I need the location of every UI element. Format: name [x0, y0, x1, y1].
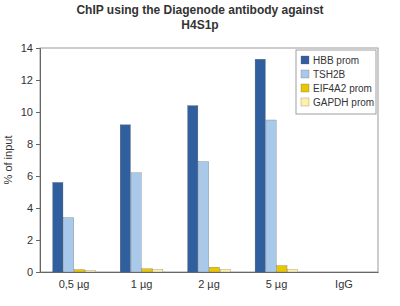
y-tick-mark: [36, 272, 40, 273]
x-tick-label: IgG: [335, 278, 353, 290]
y-tick-label: 10: [21, 106, 33, 118]
legend-item: EIF4A2 prom: [301, 83, 372, 94]
x-tick: 2 µg: [198, 272, 220, 290]
y-tick-label: 14: [21, 42, 33, 54]
legend-label: GAPDH prom: [313, 97, 374, 108]
y-tick-mark: [36, 240, 40, 241]
y-tick: 12: [21, 74, 40, 86]
x-axis-line: [41, 272, 379, 273]
bar: [85, 271, 95, 272]
bar: [64, 218, 74, 272]
y-tick: 14: [21, 42, 40, 54]
y-tick-mark: [36, 176, 40, 177]
bar: [355, 272, 365, 273]
bar: [53, 182, 63, 272]
bar: [323, 272, 333, 273]
x-tick-label: 1 µg: [131, 278, 153, 290]
y-tick: 8: [27, 138, 40, 150]
y-axis-title: % of input: [2, 136, 14, 185]
legend-swatch: [301, 84, 309, 92]
x-tick: IgG: [335, 272, 353, 290]
bar: [277, 266, 287, 272]
y-tick: 10: [21, 106, 40, 118]
bar: [209, 267, 219, 272]
bar: [333, 272, 343, 273]
x-tick: 0,5 µg: [59, 272, 90, 290]
bars: [53, 59, 298, 272]
y-tick-mark: [36, 80, 40, 81]
plot: 0 2 4 6 8 10 12 14 0,5 µg 1 µg 2 µg 5 µg IgG HBB prom…: [21, 42, 379, 290]
chart-title: ChIP using the Diagenode antibody agains…: [76, 3, 323, 17]
legend-box: [296, 50, 376, 114]
bar: [74, 270, 84, 272]
bar: [188, 106, 198, 272]
legend-swatch: [301, 98, 309, 106]
y-tick-mark: [36, 144, 40, 145]
bar: [220, 270, 230, 272]
x-tick-label: 5 µg: [266, 278, 288, 290]
y-tick-label: 0: [27, 266, 33, 278]
bar: [198, 162, 208, 272]
y-tick-label: 12: [21, 74, 33, 86]
y-tick-label: 6: [27, 170, 33, 182]
x-axis: 0,5 µg 1 µg 2 µg 5 µg IgG: [41, 272, 379, 290]
y-tick: 4: [27, 202, 40, 214]
legend-item: HBB prom: [301, 55, 359, 66]
y-tick: 2: [27, 234, 40, 246]
y-tick-mark: [36, 208, 40, 209]
x-tick: 5 µg: [266, 272, 288, 290]
legend-label: HBB prom: [313, 55, 359, 66]
y-tick-label: 8: [27, 138, 33, 150]
bar: [344, 272, 354, 273]
x-tick-label: 2 µg: [198, 278, 220, 290]
legend-item: TSH2B: [301, 69, 346, 80]
legend: HBB prom TSH2B EIF4A2 prom GAPDH prom: [296, 50, 376, 114]
y-tick-mark: [36, 112, 40, 113]
legend-swatch: [301, 70, 309, 78]
bar: [288, 270, 298, 272]
legend-item: GAPDH prom: [301, 97, 374, 108]
legend-swatch: [301, 56, 309, 64]
legend-label: EIF4A2 prom: [313, 83, 372, 94]
y-axis-line: [36, 49, 41, 273]
y-tick: 6: [27, 170, 40, 182]
y-tick-label: 2: [27, 234, 33, 246]
bar: [131, 173, 141, 272]
x-tick: 1 µg: [131, 272, 153, 290]
plot-frame: [40, 48, 378, 272]
bar: [142, 269, 152, 272]
chart-title: H4S1p: [181, 18, 218, 32]
legend-label: TSH2B: [313, 69, 346, 80]
bar: [120, 125, 130, 272]
bar: [255, 59, 265, 272]
y-tick-label: 4: [27, 202, 33, 214]
x-tick-label: 0,5 µg: [59, 278, 90, 290]
y-tick-mark: [36, 48, 40, 49]
bar: [266, 120, 276, 272]
bar: [153, 270, 163, 272]
y-tick: 0: [27, 266, 40, 278]
y-axis: 0 2 4 6 8 10 12 14: [21, 42, 41, 278]
